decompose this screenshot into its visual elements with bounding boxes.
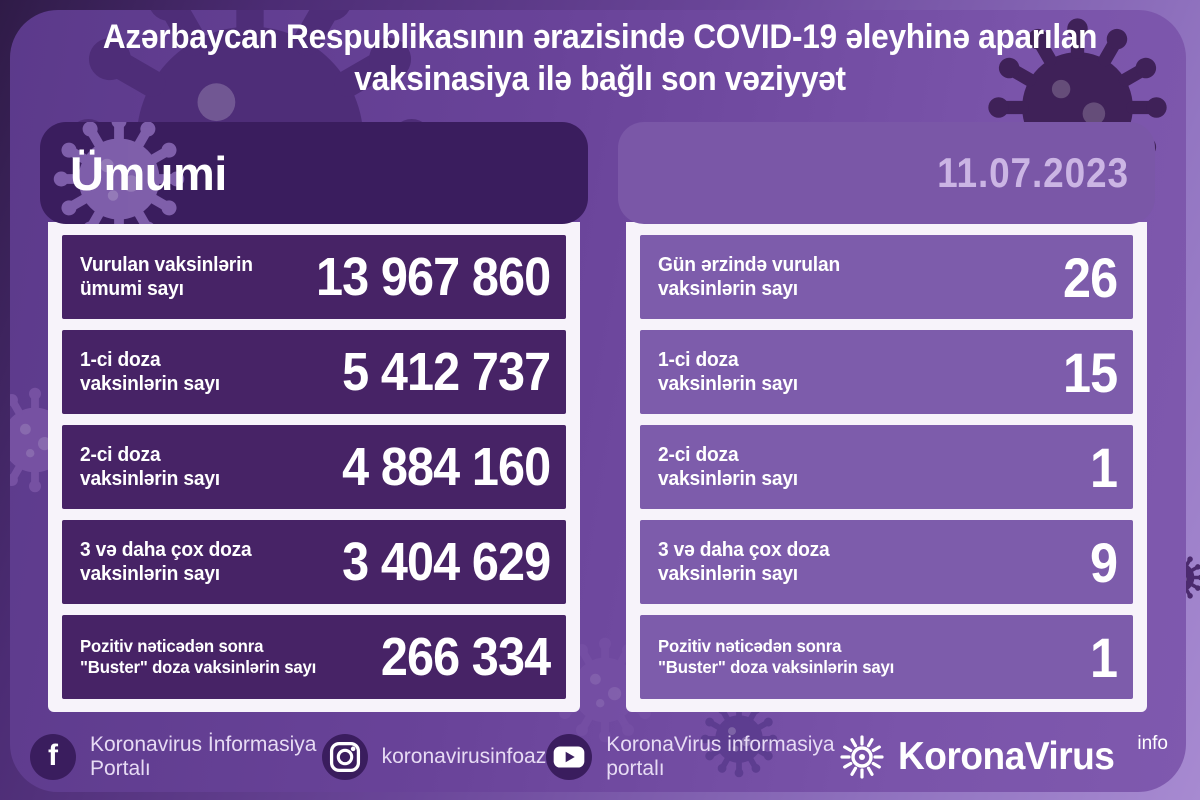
table-row: 1-ci doza vaksinlərin sayı 15 <box>640 330 1133 414</box>
stat-value: 9 <box>1089 530 1118 594</box>
facebook-icon: f <box>30 734 76 780</box>
facebook-link[interactable]: f Koronavirus İnformasiya Portalı <box>30 733 322 781</box>
report-date: 11.07.2023 <box>937 149 1129 196</box>
stat-value: 4 884 160 <box>341 437 551 497</box>
table-row: Pozitiv nəticədən sonra "Buster" doza va… <box>640 615 1133 699</box>
totals-header-label: Ümumi <box>70 146 227 200</box>
table-row: 1-ci doza vaksinlərin sayı 5 412 737 <box>62 330 566 414</box>
instagram-label: koronavirusinfoaz <box>381 745 547 768</box>
table-row: 2-ci doza vaksinlərin sayı 1 <box>640 425 1133 509</box>
stat-value: 15 <box>1062 340 1118 404</box>
stat-value: 1 <box>1089 435 1118 499</box>
facebook-label: Koronavirus İnformasiya Portalı <box>90 733 317 780</box>
stat-label: 1-ci doza vaksinlərin sayı <box>658 349 798 395</box>
page-title-line1: Azərbaycan Respublikasının ərazisində CO… <box>102 18 1098 56</box>
stat-value: 13 967 860 <box>315 247 551 307</box>
instagram-icon <box>321 734 368 780</box>
table-row: 3 və daha çox doza vaksinlərin sayı 3 40… <box>62 520 566 604</box>
youtube-label: KoronaVirus informasiya portalı <box>606 733 835 780</box>
brand-name: KoronaVirus <box>897 735 1115 778</box>
stat-label: Gün ərzində vurulan vaksinlərin sayı <box>658 254 840 300</box>
stat-label: 2-ci doza vaksinlərin sayı <box>80 444 220 490</box>
totals-card: Vurulan vaksinlərin ümumi sayı 13 967 86… <box>48 222 580 712</box>
stat-value: 1 <box>1089 625 1118 689</box>
stat-label: Vurulan vaksinlərin ümumi sayı <box>80 254 253 300</box>
totals-panel: Vurulan vaksinlərin ümumi sayı 13 967 86… <box>40 122 588 712</box>
stat-label: 3 və daha çox doza vaksinlərin sayı <box>80 539 252 585</box>
brand-logo: KoronaVirus info <box>838 733 1168 781</box>
stat-label: 1-ci doza vaksinlərin sayı <box>80 349 220 395</box>
totals-header: Ümumi <box>40 122 588 224</box>
stat-label: Pozitiv nəticədən sonra "Buster" doza va… <box>80 636 317 677</box>
table-row: Vurulan vaksinlərin ümumi sayı 13 967 86… <box>62 235 566 319</box>
table-row: 3 və daha çox doza vaksinlərin sayı 9 <box>640 520 1133 604</box>
youtube-link[interactable]: KoronaVirus informasiya portalı <box>546 733 837 781</box>
stat-value: 26 <box>1062 245 1118 309</box>
table-row: 2-ci doza vaksinlərin sayı 4 884 160 <box>62 425 566 509</box>
instagram-link[interactable]: koronavirusinfoaz <box>321 734 547 780</box>
brand-suffix: info <box>1137 733 1168 754</box>
stat-value: 266 334 <box>380 627 551 687</box>
stat-value: 5 412 737 <box>341 342 551 402</box>
youtube-icon <box>546 734 593 780</box>
date-header: 11.07.2023 <box>618 122 1155 224</box>
daily-card: Gün ərzində vurulan vaksinlərin sayı 26 … <box>626 222 1147 712</box>
stat-label: 2-ci doza vaksinlərin sayı <box>658 444 798 490</box>
table-row: Gün ərzində vurulan vaksinlərin sayı 26 <box>640 235 1133 319</box>
stat-label: Pozitiv nəticədən sonra "Buster" doza va… <box>658 636 895 677</box>
stat-value: 3 404 629 <box>341 532 551 592</box>
footer: f Koronavirus İnformasiya Portalı korona… <box>30 726 1168 788</box>
table-row: Pozitiv nəticədən sonra "Buster" doza va… <box>62 615 566 699</box>
daily-panel: Gün ərzində vurulan vaksinlərin sayı 26 … <box>618 122 1155 712</box>
page-title-line2: vaksinasiya ilə bağlı son vəziyyət <box>354 60 846 99</box>
stat-label: 3 və daha çox doza vaksinlərin sayı <box>658 539 830 585</box>
brand-virus-icon <box>839 735 884 779</box>
page-title: Azərbaycan Respublikasının ərazisində CO… <box>42 16 1158 100</box>
